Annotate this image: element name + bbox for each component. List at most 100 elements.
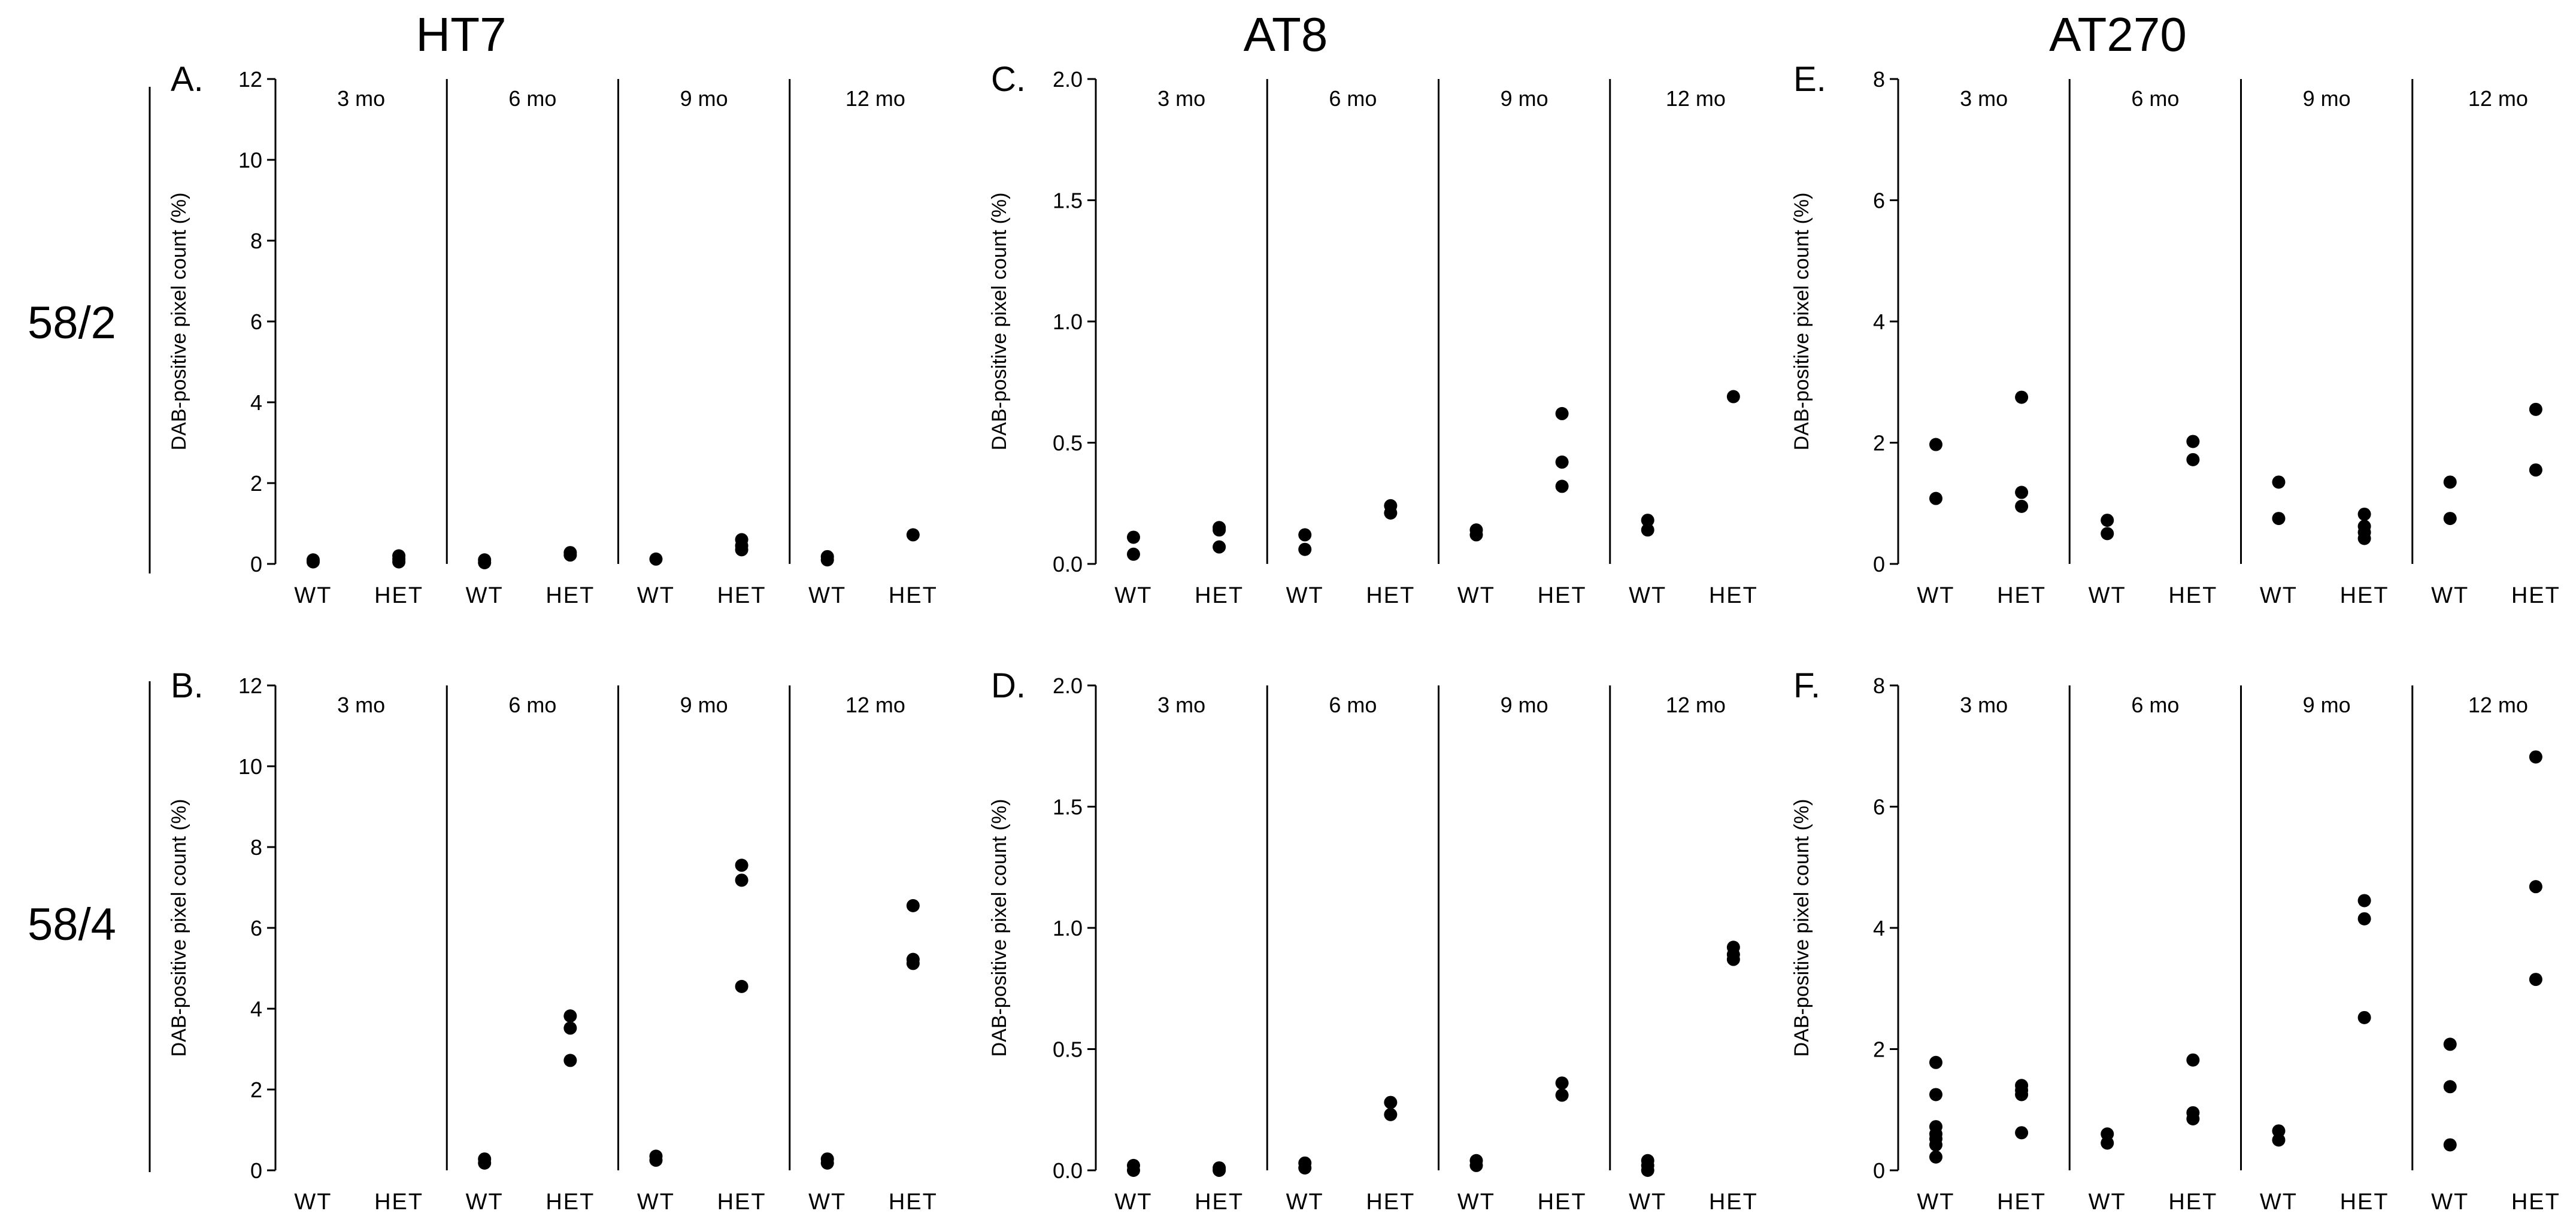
x-tick-label-wt: WT xyxy=(2431,583,2469,608)
x-tick-label-het: HET xyxy=(2340,583,2389,608)
data-point xyxy=(2443,512,2457,526)
y-tick-label: 2.0 xyxy=(1053,673,1083,698)
x-tick-label-wt: WT xyxy=(2260,1189,2298,1215)
data-point xyxy=(2529,402,2542,416)
data-point xyxy=(2101,527,2114,541)
group-label-6-mo: 6 mo xyxy=(508,693,556,717)
data-point xyxy=(392,549,406,563)
x-tick-label-het: HET xyxy=(1997,1189,2046,1215)
group-label-9-mo: 9 mo xyxy=(680,693,728,717)
x-tick-label-wt: WT xyxy=(2260,583,2298,608)
x-tick-label-het: HET xyxy=(1709,1189,1758,1215)
group-label-6-mo: 6 mo xyxy=(1329,86,1377,111)
data-point xyxy=(1555,1076,1569,1090)
y-tick-label: 2 xyxy=(1873,431,1885,456)
group-label-12-mo: 12 mo xyxy=(845,86,905,111)
data-point xyxy=(1929,438,1942,451)
group-label-12-mo: 12 mo xyxy=(845,693,905,717)
column-title-ht7: HT7 xyxy=(416,8,506,61)
group-label-6-mo: 6 mo xyxy=(1329,693,1377,717)
data-point xyxy=(2101,1127,2114,1141)
y-tick-label: 0.0 xyxy=(1053,552,1083,576)
y-tick-label: 2 xyxy=(1873,1037,1885,1062)
row-label-58-2: 58/2 xyxy=(28,298,116,348)
data-point xyxy=(735,533,748,547)
x-tick-label-wt: WT xyxy=(466,583,504,608)
panel-c: C. 0.0 0.5 1.0 1.5 2.0 DAB-positive pixel coun… xyxy=(988,60,1757,608)
y-tick-label: 2 xyxy=(250,471,262,496)
x-tick-label-wt: WT xyxy=(1114,583,1152,608)
panel-letter: D. xyxy=(991,666,1026,705)
data-point xyxy=(1929,1120,1942,1134)
x-tick-label-het: HET xyxy=(374,583,423,608)
data-point xyxy=(2443,1138,2457,1152)
x-tick-label-wt: WT xyxy=(2431,1189,2469,1215)
y-tick-label: 4 xyxy=(250,390,262,415)
column-title-at270: AT270 xyxy=(2049,8,2187,61)
panel-f: F. 0 2 4 6 8 DAB-positive pixel count (%) 3 mo W… xyxy=(1790,666,2559,1215)
x-tick-label-wt: WT xyxy=(808,1189,846,1215)
y-tick-label: 10 xyxy=(238,148,262,172)
y-tick-label: 6 xyxy=(250,916,262,940)
group-label-9-mo: 9 mo xyxy=(2303,693,2351,717)
y-axis-label: DAB-positive pixel count (%) xyxy=(168,193,190,451)
data-point xyxy=(1298,542,1312,556)
data-point xyxy=(1555,455,1569,469)
group-label-12-mo: 12 mo xyxy=(2468,693,2528,717)
data-point xyxy=(1555,406,1569,420)
data-point xyxy=(2529,880,2542,894)
data-point xyxy=(1555,480,1569,493)
y-tick-label: 6 xyxy=(1873,189,1885,213)
data-point xyxy=(2015,1079,2029,1093)
data-point xyxy=(2357,507,2371,521)
data-point xyxy=(563,1021,577,1035)
data-point xyxy=(2529,463,2542,477)
x-tick-label-het: HET xyxy=(2511,583,2560,608)
data-point xyxy=(2101,1136,2114,1150)
data-point xyxy=(306,553,320,567)
data-point xyxy=(1384,1107,1398,1121)
panel-b: B. 0 2 4 6 8 10 12 DAB-positive pixel count (%) 3… xyxy=(168,666,938,1215)
data-point xyxy=(2015,390,2029,404)
data-point xyxy=(2015,1126,2029,1140)
data-point xyxy=(2015,485,2029,499)
x-tick-label-het: HET xyxy=(889,1189,938,1215)
y-tick-label: 4 xyxy=(250,997,262,1021)
x-tick-label-het: HET xyxy=(2168,1189,2217,1215)
y-tick-label: 0 xyxy=(1873,552,1885,576)
data-point xyxy=(2357,912,2371,925)
panel-letter: A. xyxy=(171,60,204,99)
group-label-3-mo: 3 mo xyxy=(337,86,385,111)
y-tick-label: 8 xyxy=(1873,67,1885,92)
data-point xyxy=(649,1149,663,1163)
data-point xyxy=(2529,973,2542,987)
panel-letter: F. xyxy=(1793,666,1820,705)
data-point xyxy=(1726,390,1740,403)
data-point xyxy=(2529,750,2542,764)
data-point xyxy=(1469,1154,1483,1167)
x-tick-label-wt: WT xyxy=(1286,1189,1324,1215)
x-tick-label-het: HET xyxy=(1997,583,2046,608)
data-point xyxy=(906,899,920,912)
data-point xyxy=(820,1152,834,1166)
data-point xyxy=(735,873,748,887)
data-point xyxy=(2101,514,2114,527)
y-tick-label: 0.0 xyxy=(1053,1158,1083,1183)
y-tick-label: 6 xyxy=(1873,795,1885,820)
data-point xyxy=(1929,1088,1942,1101)
data-point xyxy=(1641,1154,1654,1167)
data-point xyxy=(2272,512,2286,526)
data-point xyxy=(735,979,748,993)
data-point xyxy=(1929,1055,1942,1069)
y-axis-label: DAB-positive pixel count (%) xyxy=(168,799,190,1057)
data-point xyxy=(2186,1106,2200,1119)
x-tick-label-wt: WT xyxy=(1629,1189,1666,1215)
data-point xyxy=(906,528,920,542)
y-axis-label: DAB-positive pixel count (%) xyxy=(1790,193,1813,451)
group-label-3-mo: 3 mo xyxy=(1157,86,1205,111)
x-tick-label-wt: WT xyxy=(808,583,846,608)
data-point xyxy=(563,1054,577,1067)
data-point xyxy=(820,550,834,563)
data-point xyxy=(2186,1053,2200,1067)
x-tick-label-wt: WT xyxy=(1457,1189,1495,1215)
